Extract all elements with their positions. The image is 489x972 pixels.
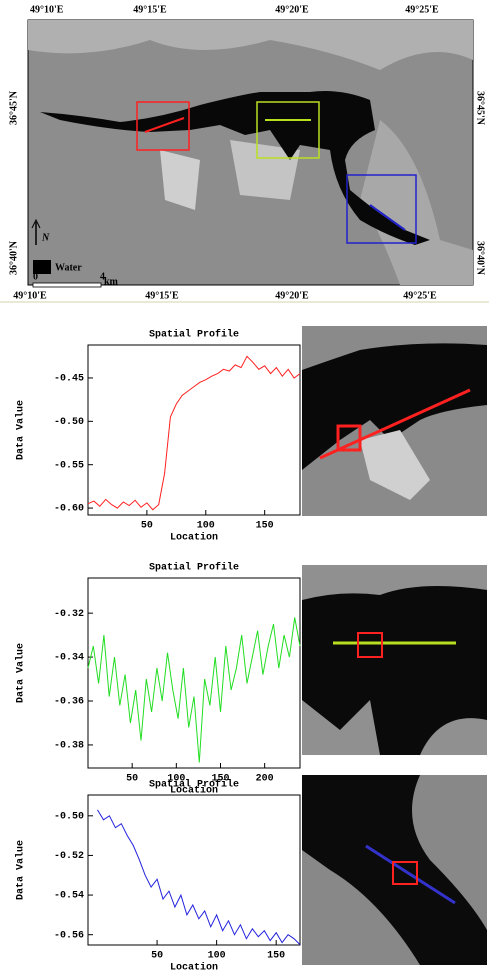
bottom-label: 49°10'E: [13, 290, 47, 301]
region-box: [136, 101, 190, 151]
scale-start: 0: [33, 271, 38, 282]
x-axis-label: Location: [170, 785, 218, 797]
left-label: 36°40'N: [8, 240, 19, 275]
water: [302, 586, 487, 755]
plot-frame: [87, 794, 301, 946]
profile-line: [87, 355, 301, 511]
y-tick-label: -0.56: [54, 930, 84, 941]
x-tick-label: 150: [256, 521, 274, 532]
north-label: N: [41, 232, 50, 243]
y-tick-label: -0.36: [54, 697, 84, 708]
right-label: 36°45'N: [475, 91, 486, 126]
terrain: [230, 140, 300, 200]
y-tick-label: -0.54: [54, 891, 84, 902]
scale-unit: km: [104, 276, 119, 287]
region-box: [256, 101, 320, 159]
water: [302, 343, 487, 470]
x-tick-label: 50: [126, 774, 138, 785]
x-axis-label: Location: [170, 962, 218, 972]
y-tick-label: -0.60: [54, 504, 84, 515]
y-tick-label: -0.45: [54, 374, 84, 385]
region-box: [336, 424, 362, 452]
plot-frame: [87, 344, 301, 516]
thumbnail: [302, 775, 487, 965]
right-label: 36°40'N: [475, 241, 486, 276]
left-label: 36°45'N: [8, 90, 19, 125]
terrain: [28, 20, 473, 70]
thumbnail: [302, 326, 487, 516]
terrain: [360, 430, 430, 500]
water-legend-swatch: [33, 260, 51, 274]
region-box: [357, 632, 383, 658]
x-tick-label: 100: [167, 774, 185, 785]
x-tick-label: 50: [151, 951, 163, 962]
bottom-label: 49°15'E: [145, 290, 179, 301]
y-tick-label: -0.32: [54, 609, 84, 620]
profile-line: [87, 617, 301, 763]
chart-title: Spatial Profile: [149, 779, 239, 791]
plot-frame: [87, 577, 301, 769]
top-label: 49°25'E: [405, 4, 439, 15]
bottom-label: 49°25'E: [403, 290, 437, 301]
profile-line: [369, 204, 406, 231]
top-label: 49°10'E: [30, 4, 64, 15]
y-tick-label: -0.52: [54, 851, 84, 862]
water: [302, 775, 487, 965]
north-arrow: [31, 218, 41, 229]
scale-end: 4: [100, 271, 105, 282]
profile-line: [365, 844, 456, 905]
x-tick-label: 150: [211, 774, 229, 785]
y-tick-label: -0.34: [54, 653, 84, 664]
region-box: [346, 174, 417, 244]
x-tick-label: 50: [141, 521, 153, 532]
y-axis-label: Data Value: [15, 643, 27, 703]
thumbnail: [302, 565, 487, 755]
water-legend: Water: [55, 262, 82, 273]
profile-line: [319, 388, 471, 460]
y-tick-label: -0.50: [54, 811, 84, 822]
chart-title: Spatial Profile: [149, 562, 239, 574]
terrain: [160, 150, 200, 210]
y-tick-label: -0.55: [54, 460, 84, 471]
scale-bar: [32, 282, 102, 288]
x-tick-label: 100: [208, 951, 226, 962]
region-box: [392, 861, 418, 885]
y-axis-label: Data Value: [15, 840, 27, 900]
y-tick-label: -0.38: [54, 741, 84, 752]
x-tick-label: 200: [256, 774, 274, 785]
profile-line: [144, 117, 185, 133]
x-tick-label: 100: [197, 521, 215, 532]
map: N Water 0 4 km 49°10'E 49°15'E 49°20'E 4…: [0, 4, 489, 303]
y-tick-label: -0.50: [54, 417, 84, 428]
top-label: 49°20'E: [275, 4, 309, 15]
y-axis-label: Data Value: [15, 400, 27, 460]
top-label: 49°15'E: [133, 4, 167, 15]
x-tick-label: 150: [267, 951, 285, 962]
x-axis-label: Location: [170, 532, 218, 544]
profile-line: [97, 809, 301, 945]
chart-title: Spatial Profile: [149, 329, 239, 341]
bottom-label: 49°20'E: [275, 290, 309, 301]
